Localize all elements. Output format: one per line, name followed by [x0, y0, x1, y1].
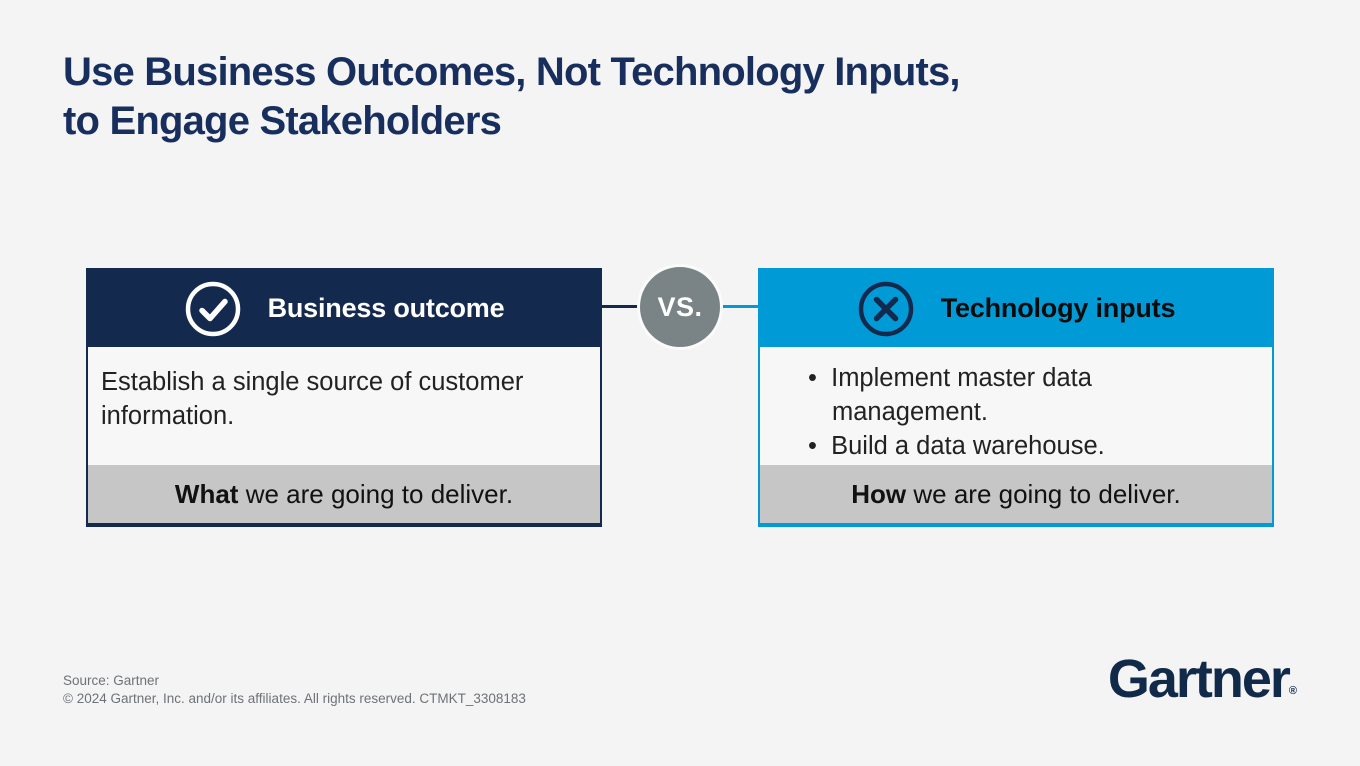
- technology-inputs-card: Technology inputs Implement master data …: [758, 268, 1274, 527]
- business-outcome-title: Business outcome: [267, 293, 505, 323]
- business-outcome-header: Business outcome: [88, 270, 600, 347]
- gartner-logo-text: Gartner: [1107, 649, 1291, 709]
- vs-badge-label: VS.: [657, 291, 703, 322]
- x-circle-icon: [857, 280, 915, 338]
- copyright-line: © 2024 Gartner, Inc. and/or its affiliat…: [63, 690, 526, 706]
- bullet-item: Build a data warehouse.: [808, 429, 1153, 463]
- source-line: Source: Gartner: [63, 673, 160, 688]
- technology-inputs-footnote: How we are going to deliver.: [760, 465, 1272, 523]
- bullet-item: Implement master data management.: [808, 361, 1153, 429]
- technology-inputs-body: Implement master data management. Build …: [760, 347, 1272, 465]
- business-outcome-footnote: What we are going to deliver.: [88, 465, 600, 523]
- technology-inputs-header: Technology inputs: [760, 270, 1272, 347]
- connector-line-left: [601, 305, 641, 308]
- business-outcome-card: Business outcome Establish a single sour…: [86, 268, 602, 527]
- page-title-line2: to Engage Stakeholders: [63, 99, 502, 143]
- page-title: Use Business Outcomes, Not Technology In…: [63, 48, 961, 146]
- technology-inputs-footnote-emphasis: How: [851, 478, 907, 509]
- registered-trademark-symbol: ®: [1288, 685, 1297, 697]
- check-circle-icon: [184, 280, 242, 338]
- business-outcome-footnote-emphasis: What: [174, 478, 239, 509]
- technology-inputs-footnote-rest: we are going to deliver.: [906, 478, 1181, 509]
- connector-line-right: [719, 305, 759, 308]
- gartner-logo: Gartner®: [1108, 652, 1297, 718]
- page-title-line1: Use Business Outcomes, Not Technology In…: [63, 50, 961, 94]
- technology-inputs-title: Technology inputs: [940, 293, 1176, 323]
- vs-badge: VS.: [637, 264, 723, 350]
- source-note: Source: Gartner © 2024 Gartner, Inc. and…: [63, 672, 526, 707]
- business-outcome-text: Establish a single source of customer in…: [101, 368, 524, 430]
- technology-inputs-bullet-list: Implement master data management. Build …: [808, 361, 1153, 463]
- business-outcome-body: Establish a single source of customer in…: [88, 347, 600, 465]
- business-outcome-footnote-rest: we are going to deliver.: [238, 478, 514, 509]
